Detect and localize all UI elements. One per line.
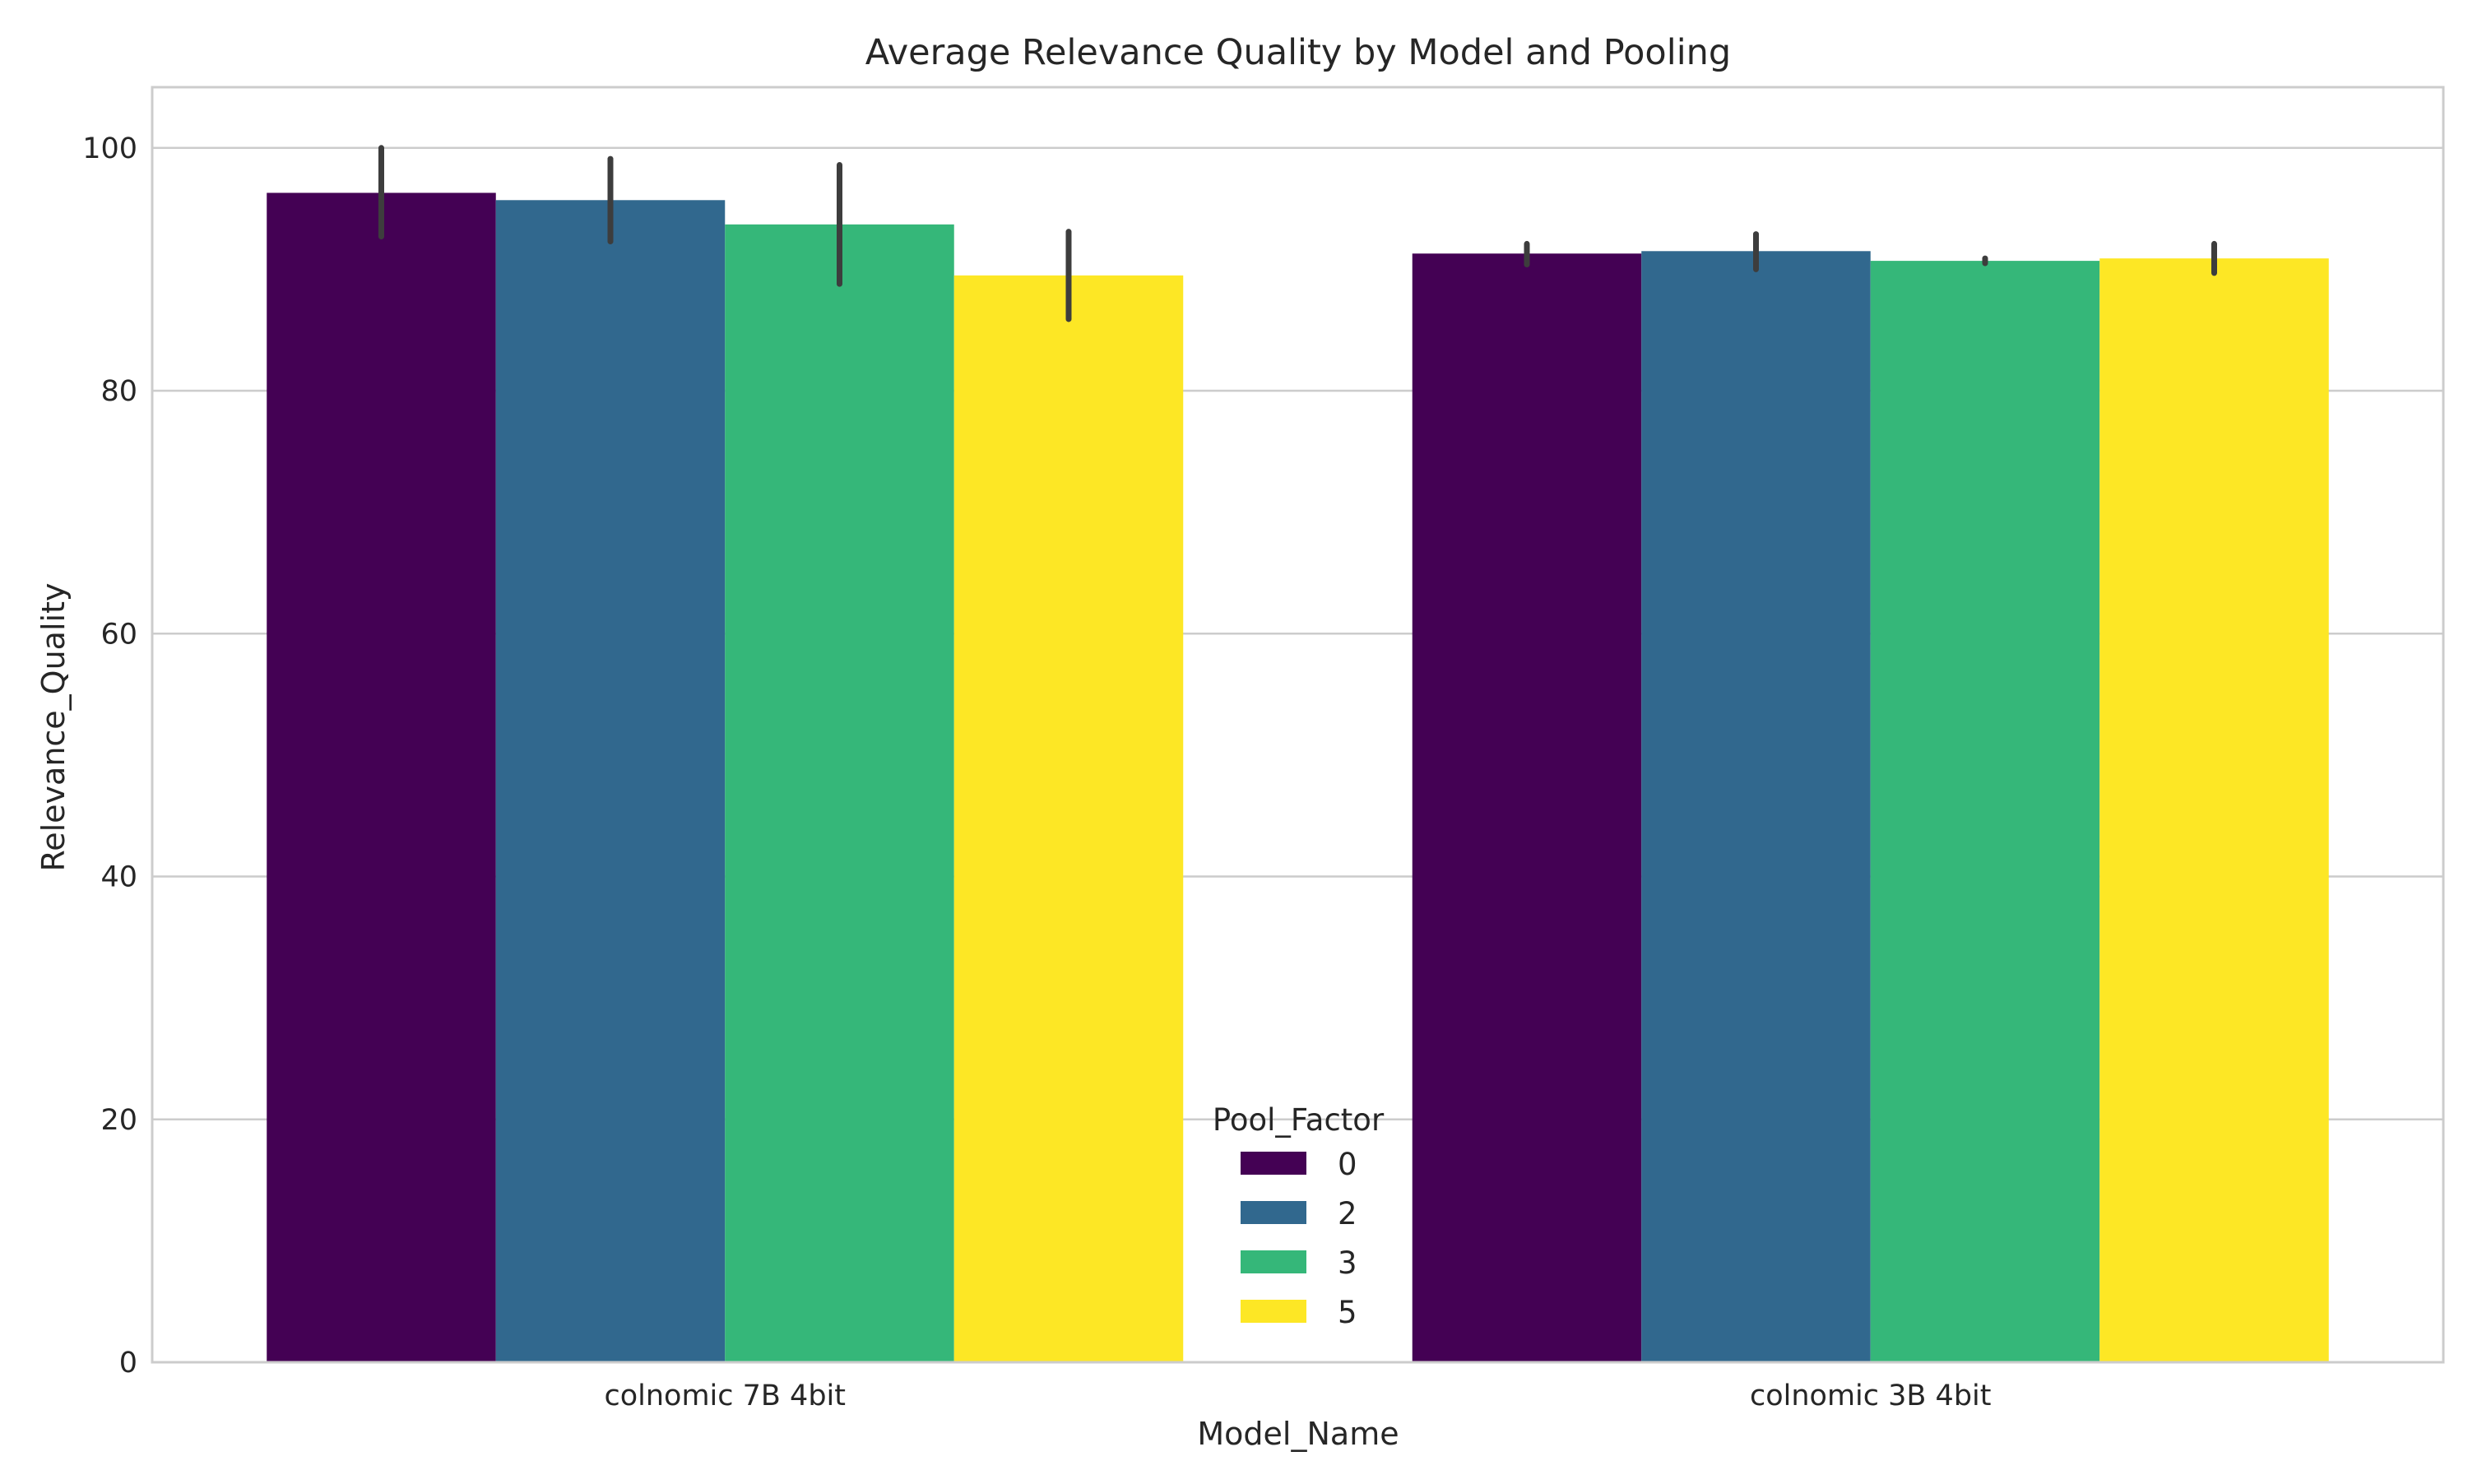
error-bars: [378, 145, 2217, 322]
legend-swatch: [1241, 1300, 1306, 1323]
y-axis-ticks: 0 20 40 60 80 100: [82, 132, 137, 1380]
y-tick-label: 100: [82, 132, 137, 165]
legend-items: 0 2 3 5: [1241, 1147, 1357, 1330]
y-axis-label: Relevance_Quality: [35, 583, 72, 872]
y-tick-label: 60: [100, 618, 137, 651]
legend-swatch: [1241, 1250, 1306, 1273]
legend-swatch: [1241, 1201, 1306, 1224]
bar: [1870, 261, 2100, 1363]
y-tick-label: 0: [119, 1347, 137, 1380]
bar: [1641, 251, 1871, 1363]
x-tick-label: colnomic 3B 4bit: [1750, 1380, 1992, 1412]
y-tick-label: 40: [100, 861, 137, 894]
bar: [1412, 253, 1642, 1363]
chart-title: Average Relevance Quality by Model and P…: [865, 32, 1731, 73]
bar: [495, 200, 726, 1362]
bar: [2099, 258, 2329, 1363]
bar: [725, 224, 954, 1362]
x-tick-label: colnomic 7B 4bit: [604, 1380, 846, 1412]
y-tick-label: 20: [100, 1104, 137, 1137]
x-axis-label: Model_Name: [1197, 1416, 1399, 1452]
legend-title: Pool_Factor: [1213, 1102, 1385, 1138]
legend: Pool_Factor 0 2 3 5: [1213, 1102, 1385, 1330]
plot-frame: [151, 86, 2445, 1364]
y-tick-label: 80: [100, 375, 137, 408]
bars: [267, 192, 2329, 1363]
legend-label: 2: [1338, 1196, 1357, 1231]
legend-label: 3: [1338, 1245, 1357, 1281]
bar: [267, 192, 496, 1362]
legend-swatch: [1241, 1152, 1306, 1175]
x-axis-ticks: colnomic 7B 4bit colnomic 3B 4bit: [604, 1380, 1991, 1412]
legend-label: 5: [1338, 1295, 1357, 1330]
legend-label: 0: [1338, 1147, 1357, 1182]
bar: [953, 275, 1184, 1362]
